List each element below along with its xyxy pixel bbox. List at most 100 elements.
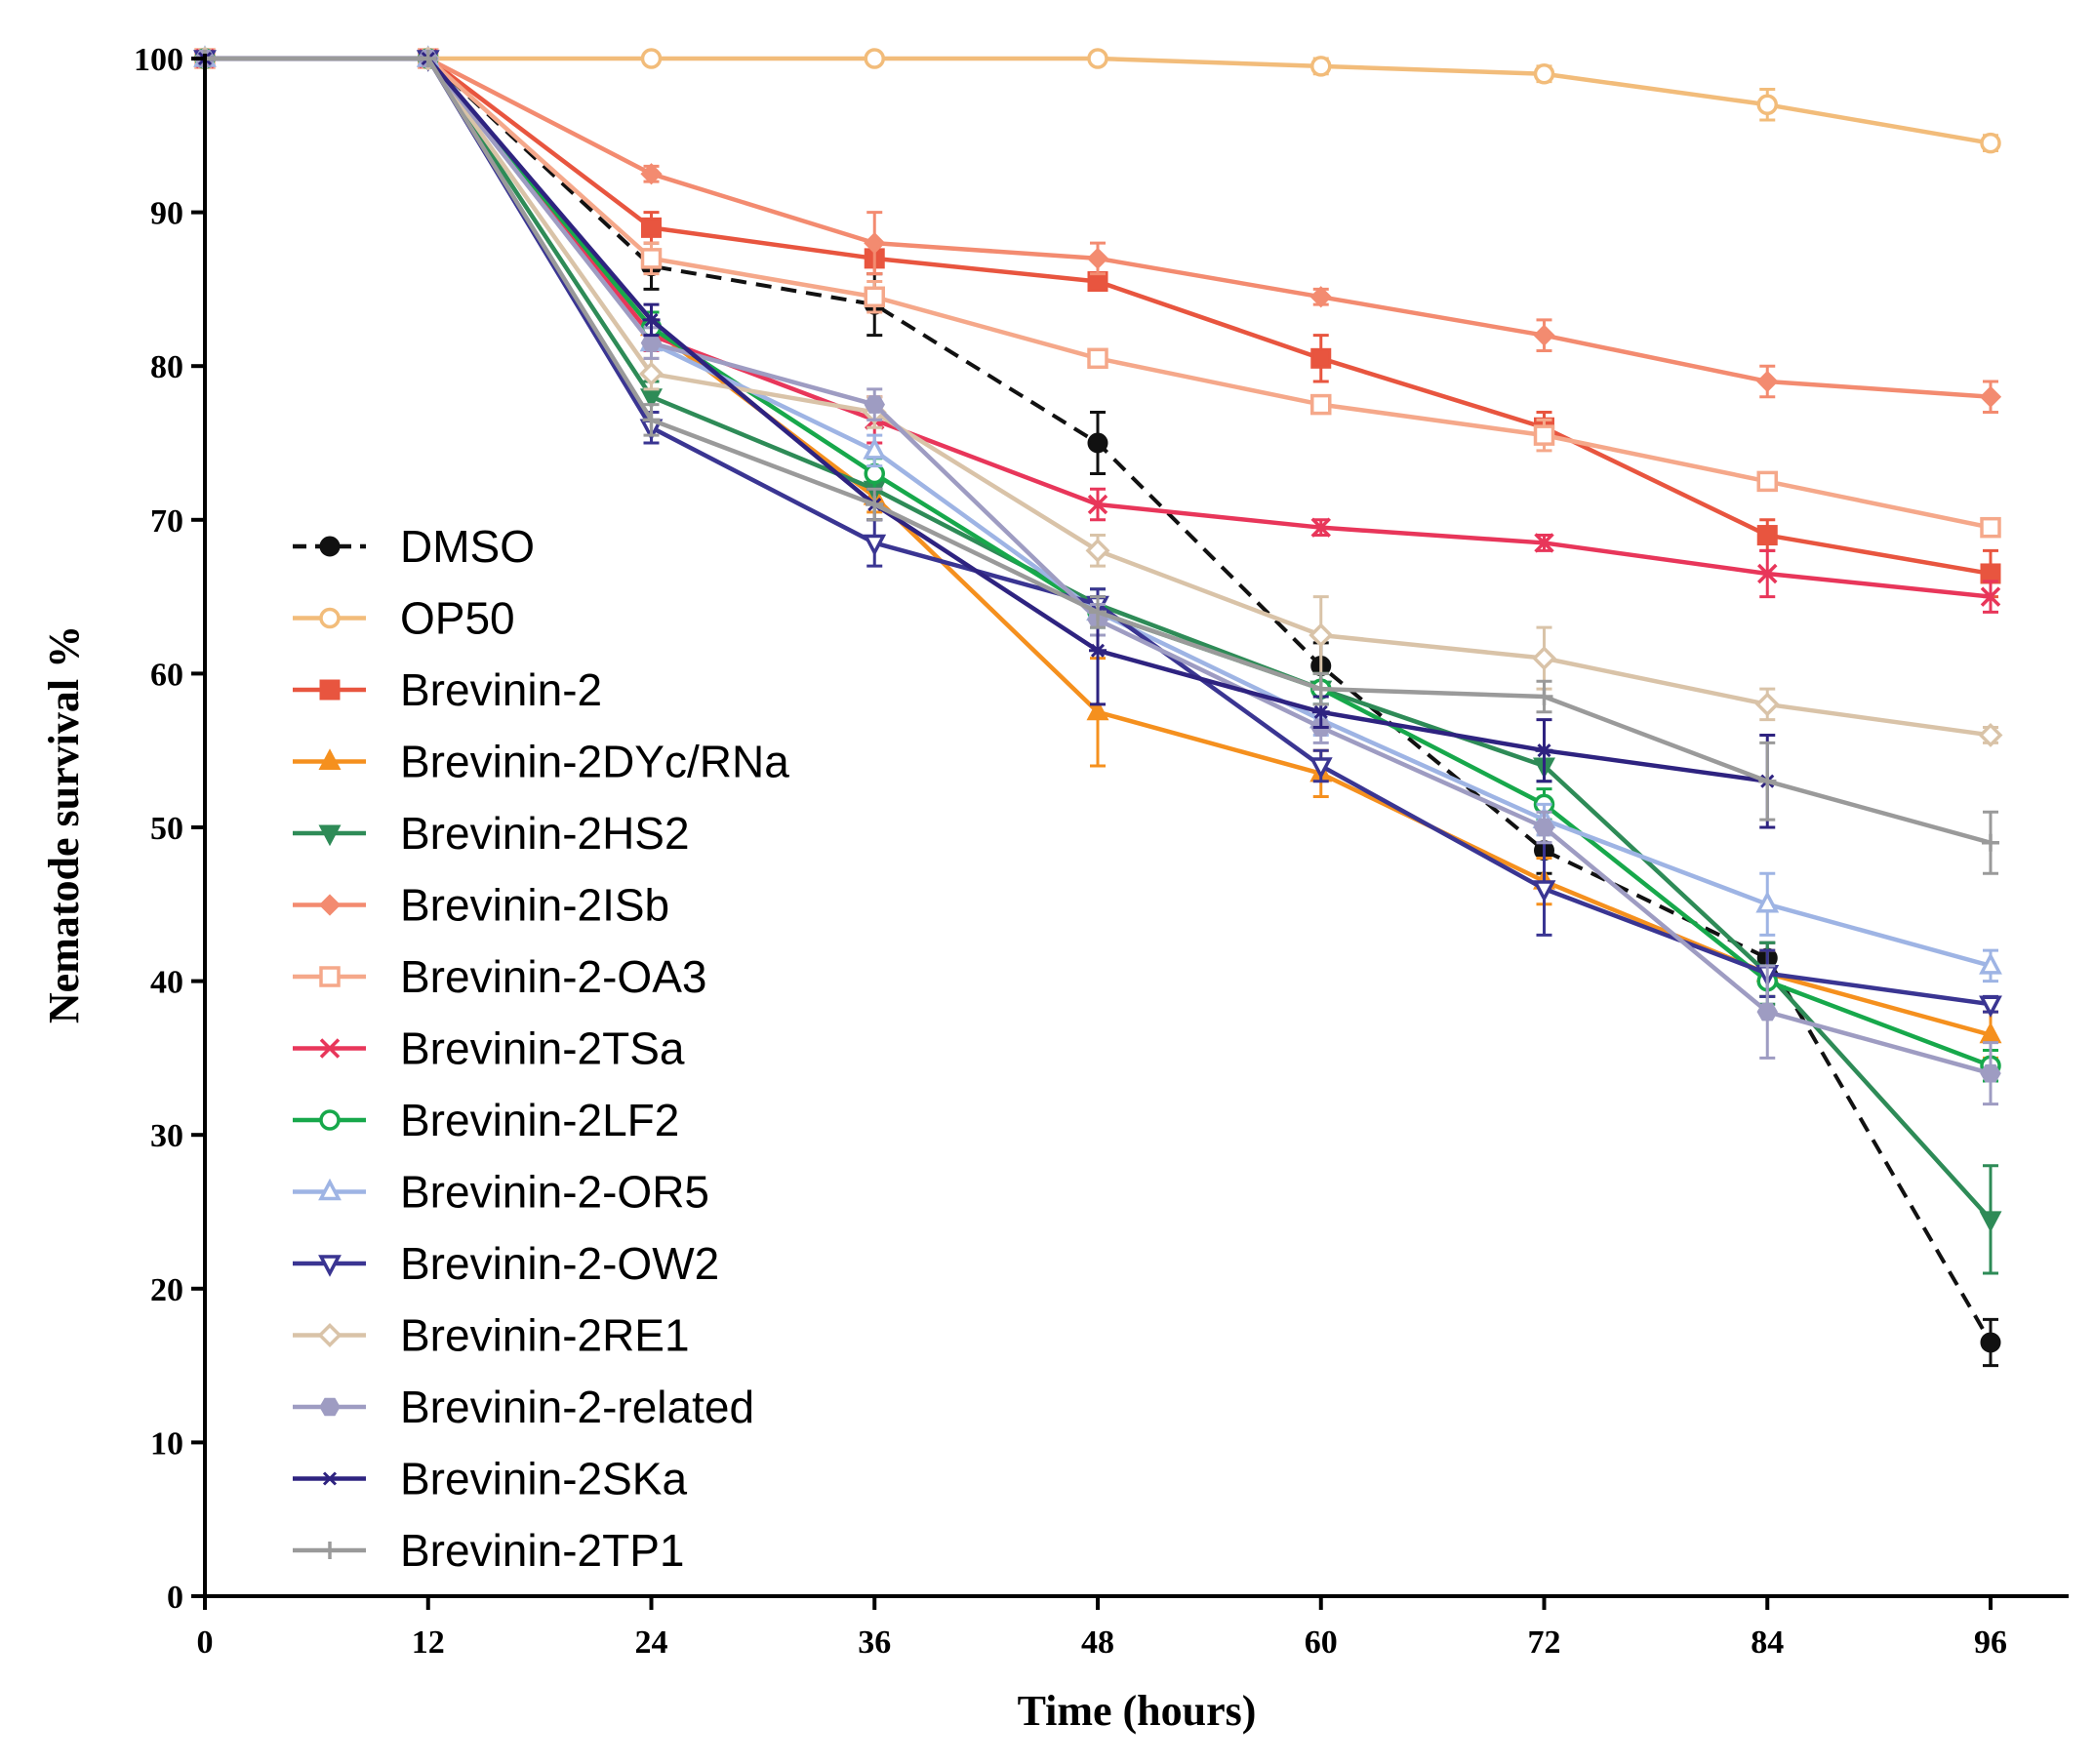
data-point	[1980, 132, 2001, 154]
data-point	[863, 437, 887, 460]
data-point	[1980, 563, 2001, 584]
y-tick-label: 30	[150, 1118, 183, 1154]
data-point	[1310, 347, 1332, 369]
x-axis-title: Time (hours)	[1018, 1687, 1257, 1735]
data-point	[1535, 743, 1553, 758]
series-brevinin-2-oa3	[194, 48, 2001, 539]
x-tick-label: 84	[1751, 1624, 1784, 1661]
data-point	[1757, 563, 1778, 584]
data-point	[1086, 247, 1109, 270]
data-point	[1756, 525, 1778, 546]
legend-label: Brevinin-2HS2	[400, 808, 690, 859]
legend-item-brevinin-2lf2: Brevinin-2LF2	[293, 1095, 679, 1145]
data-point	[864, 286, 885, 308]
x-tick-label: 12	[412, 1624, 445, 1661]
legend-swatch-marker	[319, 1038, 341, 1059]
x-tick-label: 48	[1081, 1624, 1114, 1661]
data-point	[1311, 704, 1330, 719]
legend-item-dmso: DMSO	[293, 521, 535, 572]
data-point	[1310, 393, 1332, 416]
legend-label: Brevinin-2-OW2	[400, 1238, 719, 1289]
y-tick-label: 70	[150, 503, 183, 540]
ticks-layer: 0 10 20 30 40 50 60 70 80 90 100 0 12 24 36 48 60 72 84 96	[134, 42, 2007, 1661]
data-point	[1979, 995, 2002, 1018]
legend-item-brevinin-2-related: Brevinin-2-related	[293, 1382, 754, 1432]
x-tick-label: 24	[635, 1624, 668, 1661]
data-point	[641, 217, 662, 238]
data-point	[639, 361, 664, 386]
legend-item-brevinin-2-ow2: Brevinin-2-OW2	[293, 1238, 719, 1289]
y-tick-label: 100	[134, 42, 183, 78]
data-point	[1087, 271, 1108, 293]
data-point	[1309, 286, 1332, 308]
legend-swatch-marker	[319, 679, 341, 701]
legend-item-brevinin-2ska: Brevinin-2SKa	[293, 1454, 687, 1504]
legend-item-brevinin-2dyc-rna: Brevinin-2DYc/RNa	[293, 737, 789, 787]
legend-item-brevinin-2-or5: Brevinin-2-OR5	[293, 1167, 709, 1218]
legend: DMSO OP50 Brevinin-2 Brevinin-2DYc/RNa Brevi…	[293, 521, 789, 1576]
data-point	[640, 163, 663, 185]
legend-label: Brevinin-2ISb	[400, 880, 669, 931]
legend-label: Brevinin-2-OA3	[400, 951, 706, 1002]
data-point	[864, 395, 885, 414]
legend-label: DMSO	[400, 521, 535, 572]
data-point	[1980, 586, 2001, 607]
legend-swatch-marker	[319, 1109, 341, 1131]
data-point	[1756, 1002, 1778, 1022]
data-point	[864, 231, 886, 255]
data-point	[863, 534, 887, 557]
legend-swatch-marker	[319, 966, 341, 987]
legend-label: Brevinin-2SKa	[400, 1454, 687, 1504]
legend-swatch-marker	[318, 748, 342, 770]
data-point	[1085, 538, 1110, 563]
legend-label: Brevinin-2-related	[400, 1382, 754, 1432]
data-point	[642, 411, 661, 429]
data-point	[1087, 432, 1108, 454]
legend-label: Brevinin-2-OR5	[400, 1167, 709, 1218]
legend-item-brevinin-2tp1: Brevinin-2TP1	[293, 1525, 684, 1576]
data-point	[866, 496, 884, 514]
legend-label: Brevinin-2DYc/RNa	[400, 737, 789, 787]
legend-swatch-marker	[318, 1178, 342, 1201]
legend-label: OP50	[400, 593, 515, 644]
legend-swatch-marker	[317, 1323, 342, 1347]
y-tick-label: 0	[167, 1580, 183, 1616]
data-point	[640, 334, 663, 352]
series-brevinin-2-related	[194, 49, 2001, 1106]
y-tick-label: 90	[150, 196, 183, 232]
legend-label: Brevinin-2RE1	[400, 1310, 690, 1361]
data-point	[1309, 622, 1334, 648]
data-point	[640, 48, 663, 69]
data-point	[864, 48, 885, 69]
x-tick-label: 96	[1974, 1624, 2007, 1661]
data-point	[1756, 470, 1778, 493]
data-point	[1756, 94, 1778, 116]
data-point	[1978, 722, 2003, 747]
data-point	[1755, 891, 1780, 913]
y-tick-label: 60	[150, 657, 183, 693]
data-point	[1532, 880, 1556, 902]
x-tick-label: 36	[858, 1624, 891, 1661]
x-tick-label: 0	[197, 1624, 214, 1661]
y-tick-label: 50	[150, 811, 183, 847]
data-point	[1756, 370, 1779, 393]
data-point	[1087, 494, 1108, 515]
legend-swatch-marker	[321, 1542, 339, 1559]
legend-swatch-marker	[318, 1255, 342, 1277]
data-point	[1310, 56, 1332, 77]
data-point	[1086, 699, 1109, 721]
legend-swatch-marker	[319, 607, 341, 629]
data-point	[1087, 347, 1108, 370]
series-layer	[192, 45, 2003, 1368]
data-point	[1754, 692, 1780, 717]
data-point	[1982, 833, 1999, 852]
data-point	[864, 462, 885, 485]
data-point	[642, 312, 661, 327]
legend-item-brevinin-2isb: Brevinin-2ISb	[293, 880, 669, 931]
data-point	[1533, 818, 1555, 837]
data-point	[1980, 1063, 2001, 1083]
data-point	[1980, 516, 2001, 539]
legend-label: Brevinin-2LF2	[400, 1095, 679, 1145]
data-point	[1087, 48, 1108, 69]
